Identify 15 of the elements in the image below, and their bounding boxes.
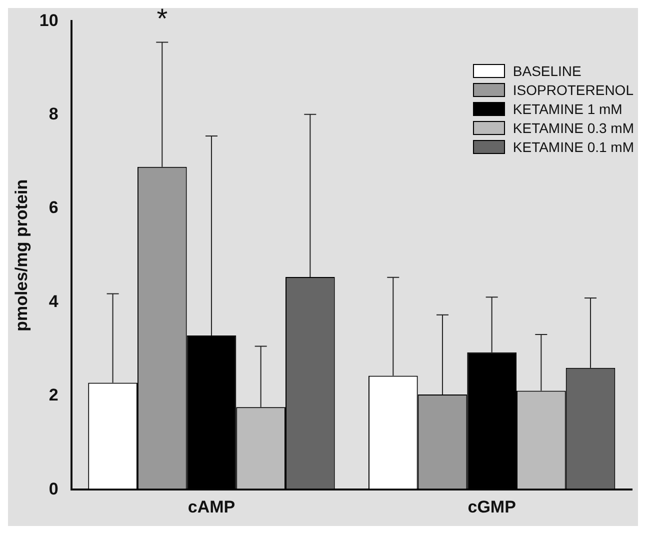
legend-label: KETAMINE 0.3 mM	[512, 120, 634, 136]
y-tick-label: 8	[48, 104, 58, 124]
y-tick-label: 6	[48, 198, 58, 218]
x-tick-label: cGMP	[468, 497, 516, 516]
y-tick-label: 2	[48, 386, 58, 405]
legend-label: KETAMINE 1 mM	[512, 101, 622, 117]
annotation: *	[156, 2, 168, 34]
legend-label: KETAMINE 0.1 mM	[512, 139, 634, 155]
y-axis-title: pmoles/mg protein	[12, 179, 31, 332]
y-tick-label: 4	[48, 292, 59, 311]
y-tick-label: 10	[39, 10, 58, 30]
y-tick-label: 0	[48, 479, 58, 498]
legend-label: ISOPROTERENOL	[512, 82, 634, 98]
x-tick-label: cAMP	[188, 497, 236, 516]
legend-label: BASELINE	[512, 63, 582, 79]
